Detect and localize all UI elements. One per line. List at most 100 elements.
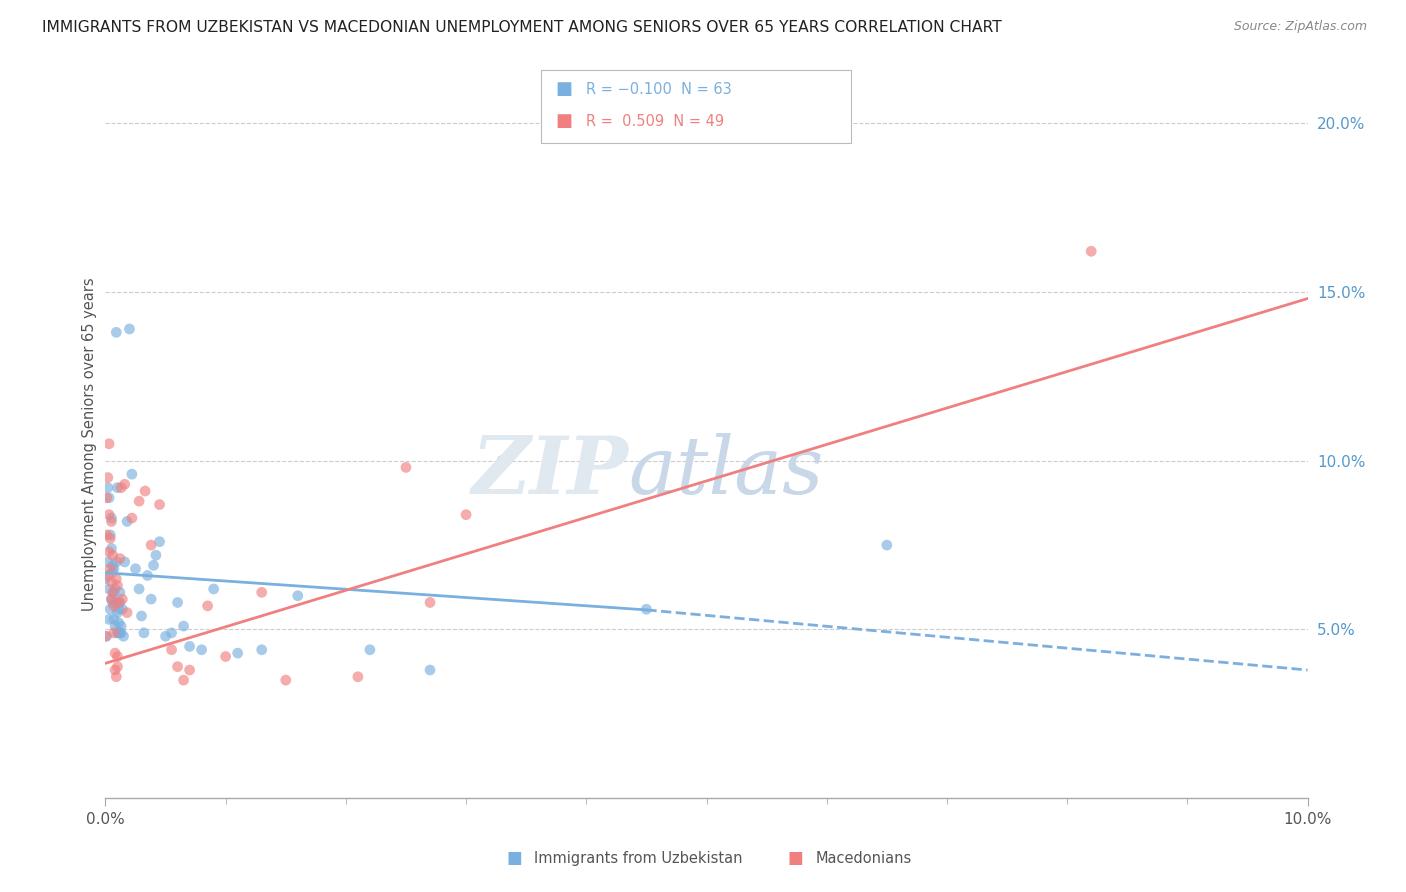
Point: [347, 670, 370, 684]
Point: [115, 606, 138, 620]
Text: ■: ■: [555, 112, 572, 130]
Point: [107, 659, 129, 673]
Point: [98, 545, 121, 559]
Point: [107, 649, 129, 664]
Point: [100, 592, 122, 607]
Point: [98, 508, 121, 522]
Point: [110, 626, 132, 640]
Text: Source: ZipAtlas.com: Source: ZipAtlas.com: [1233, 20, 1367, 33]
Text: atlas: atlas: [628, 434, 824, 511]
Point: [160, 642, 183, 657]
Point: [160, 626, 183, 640]
Point: [94, 572, 117, 586]
Text: Immigrants from Uzbekistan: Immigrants from Uzbekistan: [534, 851, 742, 865]
Point: [105, 326, 128, 340]
Point: [250, 585, 273, 599]
Text: ■: ■: [506, 849, 522, 867]
Point: [104, 646, 127, 660]
Point: [155, 629, 177, 643]
Point: [97, 555, 120, 569]
Text: IMMIGRANTS FROM UZBEKISTAN VS MACEDONIAN UNEMPLOYMENT AMONG SENIORS OVER 65 YEAR: IMMIGRANTS FROM UZBEKISTAN VS MACEDONIAN…: [42, 20, 1002, 35]
Point: [94, 629, 117, 643]
Point: [491, 453, 513, 467]
Point: [121, 511, 143, 525]
Point: [166, 595, 188, 609]
Point: [103, 599, 125, 613]
Point: [98, 532, 121, 546]
Point: [274, 673, 297, 687]
Point: [419, 595, 441, 609]
Point: [97, 481, 120, 495]
Point: [287, 589, 309, 603]
Point: [111, 592, 134, 607]
Point: [98, 436, 121, 450]
Point: [97, 470, 120, 484]
Y-axis label: Unemployment Among Seniors over 65 years: Unemployment Among Seniors over 65 years: [82, 277, 97, 611]
Point: [105, 555, 128, 569]
Point: [98, 528, 121, 542]
Point: [148, 498, 170, 512]
Text: ■: ■: [787, 849, 803, 867]
Point: [250, 642, 273, 657]
Point: [190, 642, 212, 657]
Point: [124, 562, 146, 576]
Point: [108, 595, 131, 609]
Point: [101, 558, 124, 573]
Point: [101, 585, 124, 599]
Point: [139, 592, 162, 607]
Text: Macedonians: Macedonians: [815, 851, 911, 865]
Point: [101, 595, 124, 609]
Point: [131, 609, 153, 624]
Point: [876, 538, 898, 552]
Point: [214, 649, 236, 664]
Point: [128, 582, 150, 596]
Point: [103, 562, 125, 576]
Point: [104, 582, 127, 596]
Point: [98, 491, 121, 505]
Point: [179, 640, 201, 654]
Point: [103, 612, 125, 626]
Point: [115, 515, 138, 529]
Point: [105, 670, 128, 684]
Point: [179, 663, 201, 677]
Point: [107, 626, 129, 640]
Point: [121, 467, 143, 482]
Point: [454, 508, 477, 522]
Point: [103, 626, 125, 640]
Point: [101, 548, 124, 562]
Point: [100, 511, 122, 525]
Point: [1080, 244, 1102, 259]
Point: [107, 615, 129, 630]
Point: [100, 515, 122, 529]
Text: R = −0.100  N = 63: R = −0.100 N = 63: [586, 82, 733, 96]
Text: ZIP: ZIP: [471, 434, 628, 511]
Point: [107, 602, 129, 616]
Point: [104, 663, 127, 677]
Point: [107, 626, 129, 640]
Point: [98, 562, 121, 576]
Point: [136, 568, 159, 582]
Point: [173, 673, 195, 687]
Point: [166, 659, 188, 673]
Point: [110, 481, 132, 495]
Point: [97, 568, 120, 582]
Point: [108, 551, 131, 566]
Point: [96, 629, 118, 643]
Point: [139, 538, 162, 552]
Point: [96, 491, 118, 505]
Point: [108, 585, 131, 599]
Point: [107, 595, 129, 609]
Point: [114, 555, 136, 569]
Point: [107, 578, 129, 592]
Point: [148, 534, 170, 549]
Point: [142, 558, 165, 573]
Point: [112, 629, 135, 643]
Point: [197, 599, 219, 613]
Point: [107, 606, 129, 620]
Point: [419, 663, 441, 677]
Text: R =  0.509  N = 49: R = 0.509 N = 49: [586, 114, 724, 128]
Point: [105, 595, 128, 609]
Point: [107, 481, 129, 495]
Point: [395, 460, 418, 475]
Point: [105, 572, 128, 586]
